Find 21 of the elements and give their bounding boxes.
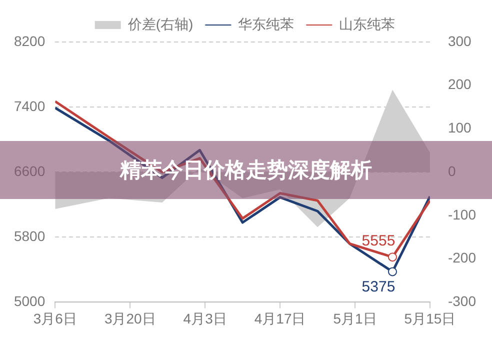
y2-tick-label: 100 [448,120,472,136]
y-tick-label: 8200 [14,32,46,49]
x-tick-label: 3月6日 [33,310,77,326]
x-tick-label: 5月1日 [333,310,377,326]
x-tick-label: 4月17日 [254,310,306,326]
y-tick-label: 7400 [14,98,46,114]
x-tick-label: 3月20日 [104,310,156,326]
y-tick-label: 5800 [14,228,46,244]
y2-tick-label: -300 [448,293,476,310]
y-tick-label: 5000 [14,293,46,310]
y2-tick-label: -100 [448,206,476,222]
y2-tick-label: 200 [448,76,472,92]
y2-tick-label: -200 [448,250,476,266]
data-label: 5375 [362,278,396,296]
legend-label: 华东纯苯 [238,16,294,32]
x-tick-label: 5月15日 [404,310,456,326]
data-label: 5555 [362,232,396,250]
legend-label: 山东纯苯 [339,16,396,32]
x-tick-label: 4月3日 [183,310,227,326]
legend-label: 价差(右轴) [126,16,194,32]
y2-tick-label: 300 [448,32,472,49]
